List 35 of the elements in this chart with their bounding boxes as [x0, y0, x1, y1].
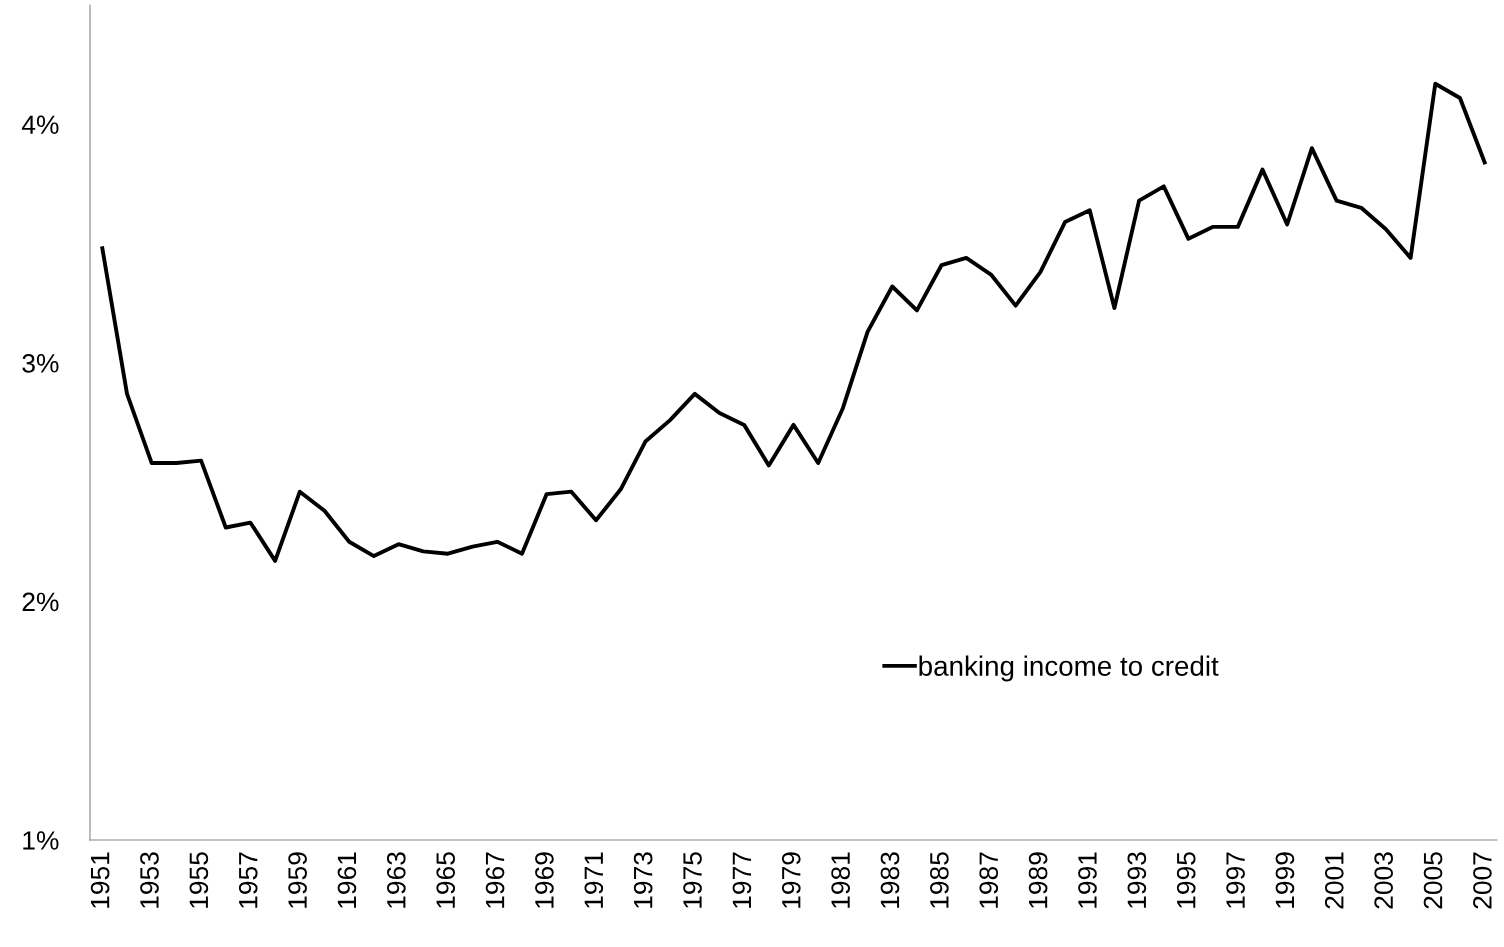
x-tick-label: 1975 — [683, 852, 702, 908]
x-tick-label: 2001 — [1324, 852, 1344, 909]
x-tick-label: 1987 — [979, 852, 999, 908]
x-tick-label: 1959 — [288, 852, 307, 908]
x-tick-label: 1965 — [436, 852, 455, 908]
x-tick-label: 1989 — [1028, 852, 1048, 908]
x-tick-label: 1957 — [238, 852, 258, 908]
x-tick-label: 2005 — [1423, 852, 1443, 909]
x-tick-label: 1981 — [831, 852, 850, 908]
x-tick-label: 2007 — [1473, 852, 1492, 909]
x-tick-label: 1983 — [880, 852, 900, 908]
x-tick-label: 1963 — [386, 852, 406, 908]
x-tick-label: 1985 — [930, 852, 949, 908]
x-tick-label: 1961 — [337, 852, 357, 908]
x-tick-label: 1967 — [485, 852, 505, 908]
x-tick-label: 1979 — [781, 852, 801, 908]
x-tick-label: 1955 — [189, 852, 209, 908]
y-tick-label: 3% — [22, 353, 59, 373]
x-tick-label: 1969 — [535, 852, 554, 908]
x-tick-label: 1971 — [584, 852, 604, 908]
x-tick-label: 1951 — [90, 852, 110, 908]
y-tick-label: 1% — [23, 831, 59, 850]
x-tick-label: 1997 — [1226, 852, 1245, 908]
x-tick-label: 1993 — [1127, 852, 1147, 908]
x-tick-label: 2003 — [1374, 852, 1393, 909]
line-series — [100, 81, 1487, 563]
x-tick-label: 1995 — [1176, 852, 1196, 908]
x-tick-label: 1953 — [140, 852, 159, 908]
x-tick-label: 1999 — [1275, 852, 1295, 908]
x-tick-label: 1991 — [1078, 852, 1097, 908]
y-tick-label: 2% — [22, 592, 59, 612]
x-tick-label: 1973 — [633, 852, 653, 908]
legend-label: banking income to credit — [919, 655, 1219, 682]
x-tick-label: 1977 — [732, 852, 752, 908]
y-tick-label: 4% — [21, 115, 59, 134]
